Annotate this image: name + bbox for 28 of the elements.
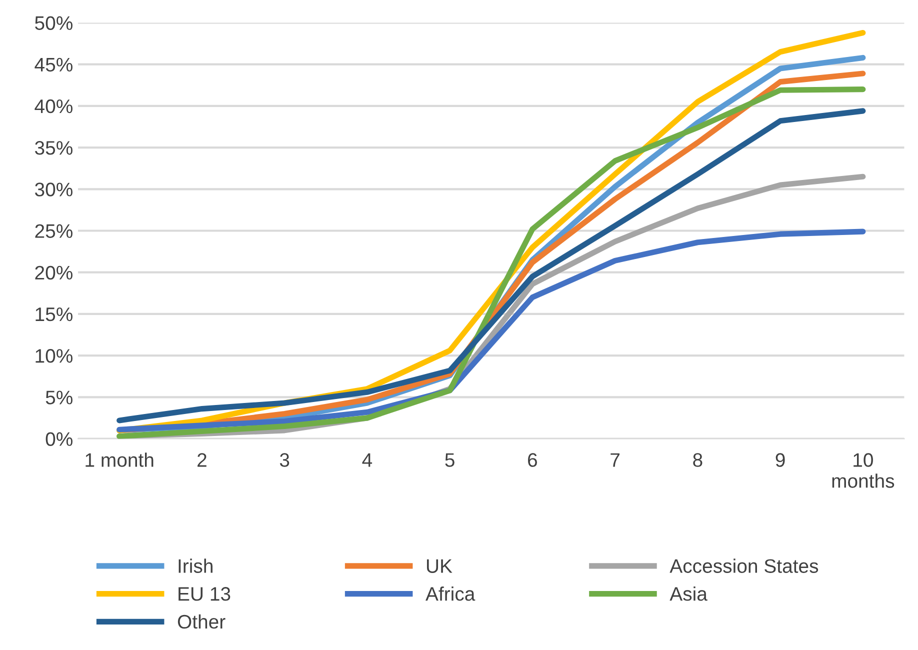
y-tick-label: 40% [34, 99, 72, 114]
y-tick-label: 30% [34, 182, 72, 196]
x-tick-label: 2 [198, 453, 206, 467]
y-tick-label: 35% [34, 141, 72, 155]
y-tick-label: 0% [46, 432, 72, 446]
x-tick-label: 9 [776, 453, 785, 467]
legend-label: UK [426, 559, 452, 573]
y-tick-label: 20% [35, 266, 72, 280]
legend-label: EU 13 [178, 587, 230, 601]
y-tick-label: 15% [36, 308, 72, 322]
y-tick-label: 5% [46, 390, 72, 404]
x-tick-label: 10 months [832, 453, 894, 488]
legend-label: Asia [670, 586, 708, 601]
y-tick-label: 10% [36, 349, 72, 363]
x-tick-label: 8 [693, 453, 702, 467]
legend-label: Africa [426, 586, 476, 601]
y-tick-label: 25% [35, 224, 72, 238]
x-tick-label: 4 [362, 453, 372, 467]
legend-label: Irish [178, 558, 212, 573]
x-tick-label: 7 [610, 453, 620, 467]
x-tick-label: 3 [280, 453, 290, 467]
x-tick-label: 6 [528, 453, 537, 467]
y-tick-label: 45% [34, 58, 72, 72]
legend-label: Other [178, 614, 226, 629]
x-tick-label: 1 month [86, 452, 154, 467]
legend-label: Accession States [670, 558, 818, 573]
x-tick-label: 5 [445, 453, 454, 467]
y-tick-label: 50% [35, 16, 72, 30]
